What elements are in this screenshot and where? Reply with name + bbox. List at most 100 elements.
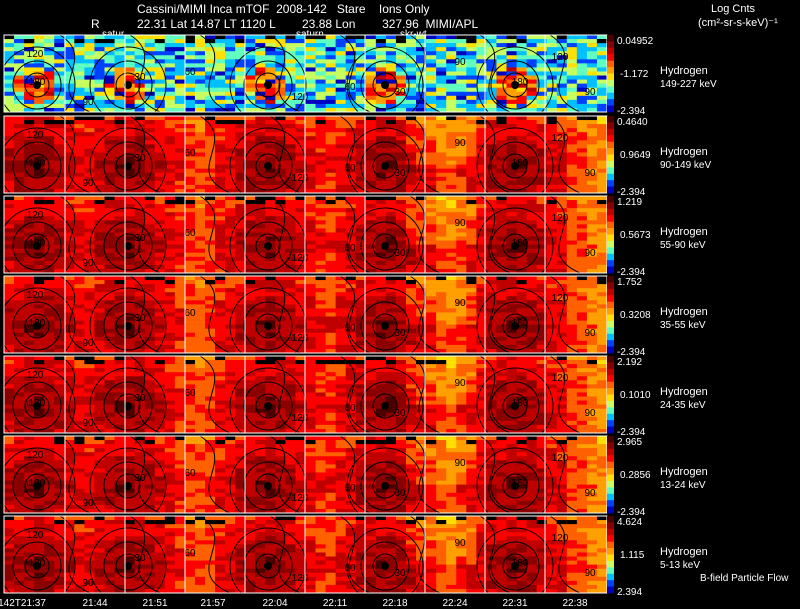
heatmap-cell xyxy=(124,228,135,233)
heatmap-cell xyxy=(194,39,206,44)
heatmap-cell xyxy=(134,140,145,145)
heatmap-cell xyxy=(265,43,276,48)
heatmap-cell xyxy=(446,276,457,281)
heatmap-cell xyxy=(24,184,35,190)
heatmap-cell xyxy=(14,292,25,297)
heatmap-cell xyxy=(255,308,266,313)
heatmap-cell xyxy=(586,308,598,313)
heatmap-cell xyxy=(64,212,75,217)
heatmap-cell xyxy=(355,184,367,190)
heatmap-cell xyxy=(275,132,286,137)
heatmap-cell xyxy=(536,152,547,157)
heatmap-cell xyxy=(566,200,578,205)
heatmap-cell xyxy=(44,67,55,72)
heatmap-cell xyxy=(476,268,487,274)
heatmap-cell xyxy=(305,140,316,145)
heatmap-cell xyxy=(456,288,467,293)
heatmap-cell xyxy=(536,304,547,309)
heatmap-cell xyxy=(536,228,547,233)
heatmap-cell xyxy=(335,288,346,293)
heatmap-cell xyxy=(395,128,407,133)
heatmap-cell xyxy=(446,296,457,301)
heatmap-cell xyxy=(406,224,417,229)
heatmap-cell xyxy=(436,136,447,141)
heatmap-cell xyxy=(546,124,558,129)
heatmap-cell xyxy=(235,324,246,329)
heatmap-cell xyxy=(476,156,487,161)
colorbar-step xyxy=(607,288,614,293)
heatmap-cell xyxy=(546,212,558,217)
heatmap-cell xyxy=(375,308,387,313)
heatmap-cell xyxy=(114,288,125,293)
heatmap-cell xyxy=(64,136,75,141)
heatmap-cell xyxy=(4,83,15,88)
heatmap-cell xyxy=(426,172,437,178)
heatmap-cell xyxy=(365,87,377,93)
heatmap-cell xyxy=(184,216,196,221)
heatmap-cell xyxy=(134,35,145,40)
heatmap-cell xyxy=(466,236,477,241)
heatmap-cell xyxy=(84,51,95,56)
heatmap-cell xyxy=(375,236,387,241)
heatmap-cell xyxy=(466,212,477,217)
heatmap-cell xyxy=(345,244,357,249)
heatmap-cell xyxy=(426,312,437,317)
heatmap-cell xyxy=(14,132,25,137)
heatmap-cell xyxy=(486,216,497,221)
heatmap-cell xyxy=(466,107,477,113)
contour-ring xyxy=(360,301,410,351)
heatmap-cell xyxy=(84,95,95,101)
heatmap-cell xyxy=(315,244,326,249)
heatmap-cell xyxy=(24,208,35,213)
heatmap-cell xyxy=(54,208,65,213)
heatmap-cell xyxy=(566,124,578,129)
heatmap-cell xyxy=(295,184,306,190)
heatmap-cell xyxy=(194,120,206,125)
heatmap-cell xyxy=(275,124,286,129)
heatmap-cell xyxy=(144,204,156,209)
heatmap-cell xyxy=(406,79,417,84)
heatmap-cell xyxy=(4,152,15,157)
missing-cell xyxy=(104,39,115,44)
heatmap-cell xyxy=(54,35,65,40)
colorbar-step xyxy=(607,240,614,245)
heatmap-cell xyxy=(586,228,598,233)
heatmap-cell xyxy=(506,328,517,334)
heatmap-cell xyxy=(134,228,145,233)
heatmap-cell xyxy=(526,280,537,285)
heatmap-cell xyxy=(215,71,226,76)
heatmap-cell xyxy=(406,308,417,313)
heatmap-cell xyxy=(596,103,608,109)
heatmap-cell xyxy=(134,71,145,76)
heatmap-cell xyxy=(124,43,135,48)
heatmap-cell xyxy=(456,43,467,48)
heatmap-cell xyxy=(586,172,598,178)
heatmap-cell xyxy=(255,184,266,190)
heatmap-cell xyxy=(184,63,196,68)
heatmap-cell xyxy=(406,212,417,217)
heatmap-cell xyxy=(586,107,598,113)
heatmap-cell xyxy=(476,300,487,305)
heatmap-cell xyxy=(416,188,427,194)
heatmap-cell xyxy=(215,196,226,201)
heatmap-cell xyxy=(144,95,156,101)
heatmap-cell xyxy=(194,236,206,241)
heatmap-cell xyxy=(255,168,266,174)
heatmap-cell xyxy=(325,196,336,201)
heatmap-cell xyxy=(436,184,447,190)
missing-cell xyxy=(406,116,417,121)
heatmap-cell xyxy=(215,300,226,305)
heatmap-cell xyxy=(436,320,447,325)
heatmap-cell xyxy=(94,216,105,221)
heatmap-cell xyxy=(4,280,15,285)
heatmap-cell xyxy=(14,200,25,205)
heatmap-cell xyxy=(426,95,437,101)
heatmap-cell xyxy=(496,256,507,262)
heatmap-cell xyxy=(124,99,135,105)
heatmap-cell xyxy=(335,148,346,153)
heatmap-cell xyxy=(144,340,156,346)
heatmap-cell xyxy=(305,328,316,334)
heatmap-cell xyxy=(235,216,246,221)
heatmap-cell xyxy=(546,103,558,109)
heatmap-cell xyxy=(355,71,367,76)
